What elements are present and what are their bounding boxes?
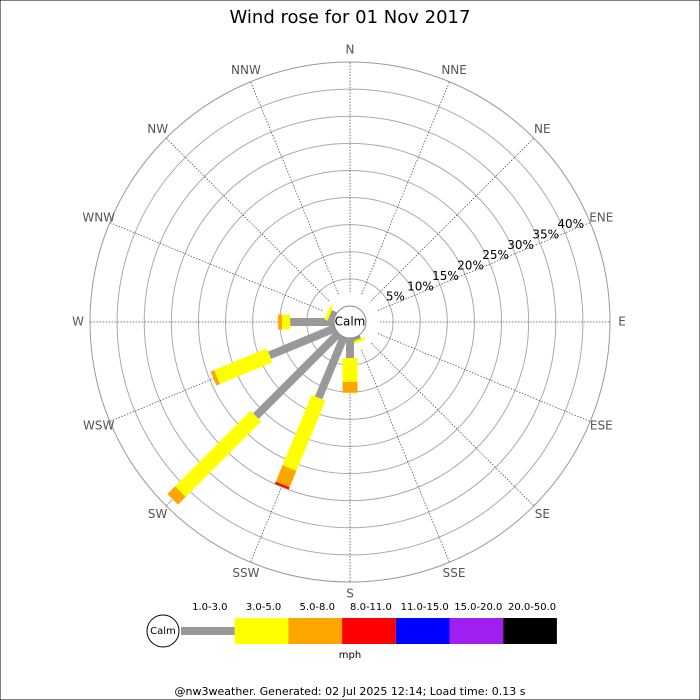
legend-label: 3.0-5.0 [246, 602, 281, 613]
direction-label: ESE [590, 419, 613, 433]
legend-label: 8.0-11.0 [350, 602, 392, 613]
grid-ring [116, 88, 584, 556]
direction-label: SE [535, 507, 550, 521]
direction-label: NE [534, 122, 551, 136]
legend-swatch [234, 618, 289, 644]
direction-label: SSW [232, 566, 259, 580]
r-tick-label: 20% [457, 259, 484, 273]
legend-unit: mph [339, 650, 361, 661]
legend-label: 1.0-3.0 [192, 602, 227, 613]
footer: @nw3weather. Generated: 02 Jul 2025 12:1… [175, 685, 526, 698]
grid-ring [170, 142, 530, 502]
bar-segment [275, 465, 297, 488]
bar-segment [175, 410, 262, 497]
legend-label: 11.0-15.0 [401, 602, 449, 613]
spoke [361, 349, 450, 563]
legend-calm-circle [146, 614, 180, 648]
spoke [377, 333, 591, 422]
r-tick-label: 35% [532, 227, 559, 241]
direction-label: SW [148, 507, 168, 521]
legend-calm-label: Calm [150, 626, 176, 637]
outer-ring [89, 61, 611, 583]
bar-segment [253, 330, 342, 419]
spoke [165, 137, 330, 302]
direction-label: S [346, 587, 354, 601]
direction-label: SSE [443, 566, 466, 580]
spoke [109, 222, 323, 311]
r-tick-label: 25% [482, 248, 509, 262]
bar-segment [352, 335, 362, 342]
grid-ring [143, 115, 557, 529]
direction-label: W [72, 315, 84, 329]
bar-segment [268, 324, 337, 360]
spoke [370, 137, 535, 302]
r-tick-label: 5% [386, 290, 405, 304]
direction-label: NNE [441, 63, 467, 77]
direction-label: WNW [82, 210, 115, 224]
legend-label: 20.0-50.0 [508, 602, 556, 613]
direction-label: WSW [83, 419, 114, 433]
direction-label: E [618, 315, 626, 329]
spoke [377, 222, 591, 311]
spoke [250, 81, 339, 295]
legend-swatch [181, 627, 235, 635]
legend-swatch [288, 618, 343, 644]
legend-swatch [342, 618, 396, 644]
spoke [361, 81, 450, 295]
r-tick-label: 40% [557, 217, 584, 231]
r-tick-label: 15% [432, 269, 459, 283]
calm-circle [333, 305, 367, 339]
direction-label: NNW [231, 63, 261, 77]
direction-label: NW [147, 122, 168, 136]
legend-swatch [503, 618, 557, 644]
bar-segment [214, 348, 273, 385]
direction-label: N [346, 43, 355, 57]
bar-segment [314, 335, 348, 400]
legend-label: 15.0-20.0 [454, 602, 502, 613]
calm-label: Calm [335, 315, 366, 329]
legend-label: 5.0-8.0 [300, 602, 335, 613]
chart-title: Wind rose for 01 Nov 2017 [230, 7, 471, 28]
bar-segment [350, 336, 366, 346]
spoke [370, 342, 535, 507]
legend-swatch [449, 618, 504, 644]
r-tick-label: 30% [507, 238, 534, 252]
legend-swatch [395, 618, 450, 644]
bar-segment [210, 370, 220, 386]
bar-segment [328, 310, 337, 320]
bar-segment [274, 481, 290, 490]
grid-ring [197, 169, 503, 475]
bar-segment [324, 305, 334, 321]
r-tick-label: 10% [407, 279, 434, 293]
direction-label: ENE [589, 210, 613, 224]
bar-segment [167, 486, 186, 505]
bar-segment [282, 395, 326, 471]
